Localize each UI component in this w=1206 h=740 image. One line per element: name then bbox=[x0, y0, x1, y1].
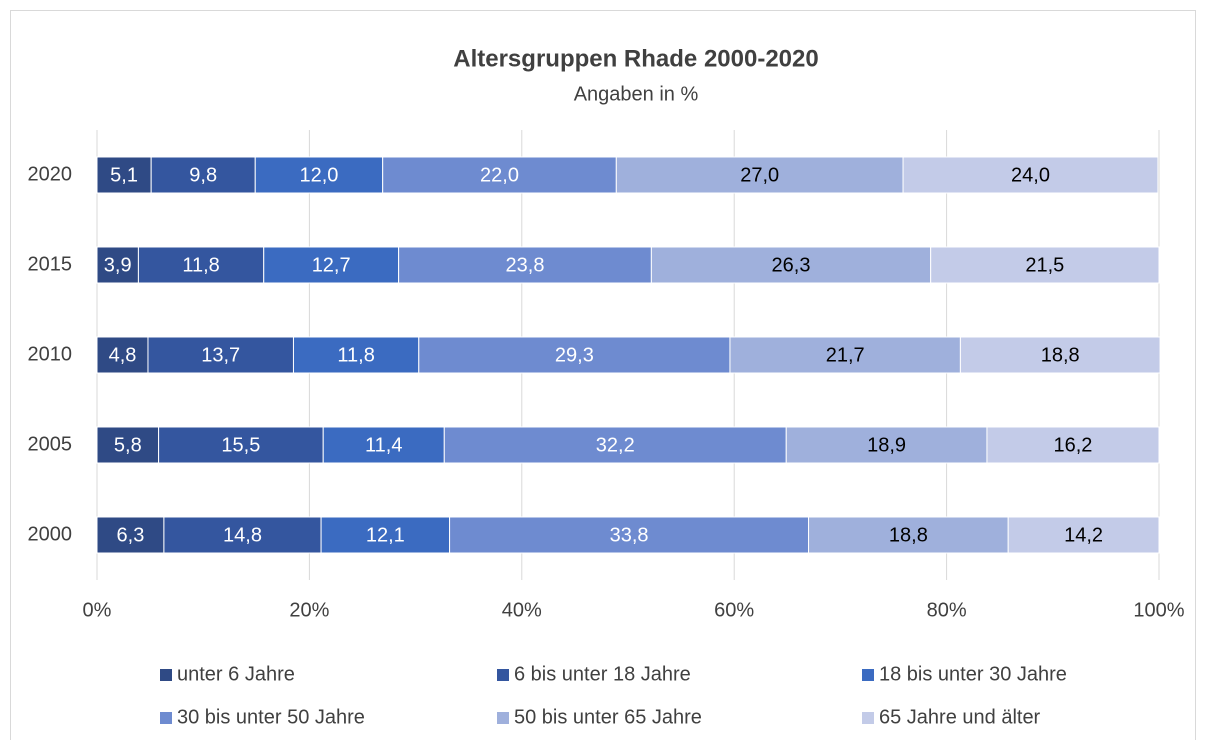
data-label: 12,0 bbox=[299, 164, 338, 186]
bar-segment bbox=[150, 156, 256, 194]
bar-segment bbox=[1007, 516, 1160, 554]
data-label: 12,1 bbox=[366, 524, 405, 546]
legend-label: unter 6 Jahre bbox=[177, 663, 295, 685]
y-tick-label: 2005 bbox=[28, 433, 73, 455]
legend-swatch bbox=[497, 712, 509, 724]
bar-segment bbox=[96, 336, 149, 374]
chart-title: Altersgruppen Rhade 2000-2020 bbox=[453, 45, 818, 72]
data-label: 24,0 bbox=[1011, 164, 1050, 186]
legend-label: 30 bis unter 50 Jahre bbox=[177, 706, 365, 728]
data-label: 18,8 bbox=[889, 524, 928, 546]
x-tick-label: 20% bbox=[289, 599, 329, 621]
x-tick-label: 100% bbox=[1133, 599, 1184, 621]
bar-segment bbox=[158, 426, 324, 464]
legend-swatch bbox=[862, 669, 874, 681]
data-label: 33,8 bbox=[610, 524, 649, 546]
data-label: 18,8 bbox=[1041, 344, 1080, 366]
data-label: 21,7 bbox=[826, 344, 865, 366]
data-label: 5,1 bbox=[110, 164, 138, 186]
data-label: 16,2 bbox=[1054, 434, 1093, 456]
bar-segment bbox=[449, 516, 810, 554]
bar-segment bbox=[322, 426, 445, 464]
legend-label: 65 Jahre und älter bbox=[879, 706, 1041, 728]
data-label: 15,5 bbox=[221, 434, 260, 456]
x-tick-label: 0% bbox=[83, 599, 112, 621]
data-label: 18,9 bbox=[867, 434, 906, 456]
bar-segment bbox=[263, 246, 400, 284]
bar-segment bbox=[902, 156, 1159, 194]
bar-segment bbox=[443, 426, 787, 464]
bar-segment bbox=[96, 426, 160, 464]
data-label: 9,8 bbox=[189, 164, 217, 186]
bar-segment bbox=[959, 336, 1161, 374]
data-label: 14,2 bbox=[1064, 524, 1103, 546]
y-tick-label: 2020 bbox=[28, 163, 73, 185]
data-label: 3,9 bbox=[104, 254, 132, 276]
legend-swatch bbox=[497, 669, 509, 681]
bar-segment bbox=[254, 156, 384, 194]
data-label: 12,7 bbox=[312, 254, 351, 276]
bar-segment bbox=[729, 336, 961, 374]
bar-segment bbox=[650, 246, 932, 284]
bar-segment bbox=[930, 246, 1160, 284]
data-label: 11,8 bbox=[337, 344, 374, 366]
data-label: 26,3 bbox=[772, 254, 811, 276]
legend-swatch bbox=[160, 712, 172, 724]
data-label: 5,8 bbox=[114, 434, 142, 456]
data-label: 23,8 bbox=[506, 254, 545, 276]
x-tick-label: 80% bbox=[927, 599, 967, 621]
data-label: 13,7 bbox=[201, 344, 240, 366]
x-tick-label: 40% bbox=[502, 599, 542, 621]
data-label: 11,8 bbox=[182, 254, 219, 276]
y-tick-label: 2010 bbox=[28, 343, 73, 365]
bar-segment bbox=[808, 516, 1009, 554]
legend-label: 18 bis unter 30 Jahre bbox=[879, 663, 1067, 685]
bar-segment bbox=[986, 426, 1160, 464]
bar-segment bbox=[96, 516, 165, 554]
bar-segment bbox=[785, 426, 988, 464]
legend-label: 6 bis unter 18 Jahre bbox=[514, 663, 691, 685]
y-tick-label: 2015 bbox=[28, 253, 73, 275]
bar-segment bbox=[147, 336, 294, 374]
data-label: 6,3 bbox=[117, 524, 145, 546]
legend-label: 50 bis unter 65 Jahre bbox=[514, 706, 702, 728]
bar-segment bbox=[615, 156, 904, 194]
y-tick-label: 2000 bbox=[28, 523, 73, 545]
data-label: 22,0 bbox=[480, 164, 519, 186]
data-label: 21,5 bbox=[1025, 254, 1064, 276]
bar-segment bbox=[382, 156, 617, 194]
data-label: 29,3 bbox=[555, 344, 594, 366]
data-label: 32,2 bbox=[596, 434, 635, 456]
chart-subtitle: Angaben in % bbox=[574, 83, 699, 105]
data-label: 11,4 bbox=[365, 434, 402, 456]
chart-frame bbox=[10, 10, 1196, 740]
legend-swatch bbox=[862, 712, 874, 724]
x-tick-label: 60% bbox=[714, 599, 754, 621]
data-label: 4,8 bbox=[109, 344, 137, 366]
data-label: 14,8 bbox=[223, 524, 262, 546]
data-label: 27,0 bbox=[740, 164, 779, 186]
legend-swatch bbox=[160, 669, 172, 681]
